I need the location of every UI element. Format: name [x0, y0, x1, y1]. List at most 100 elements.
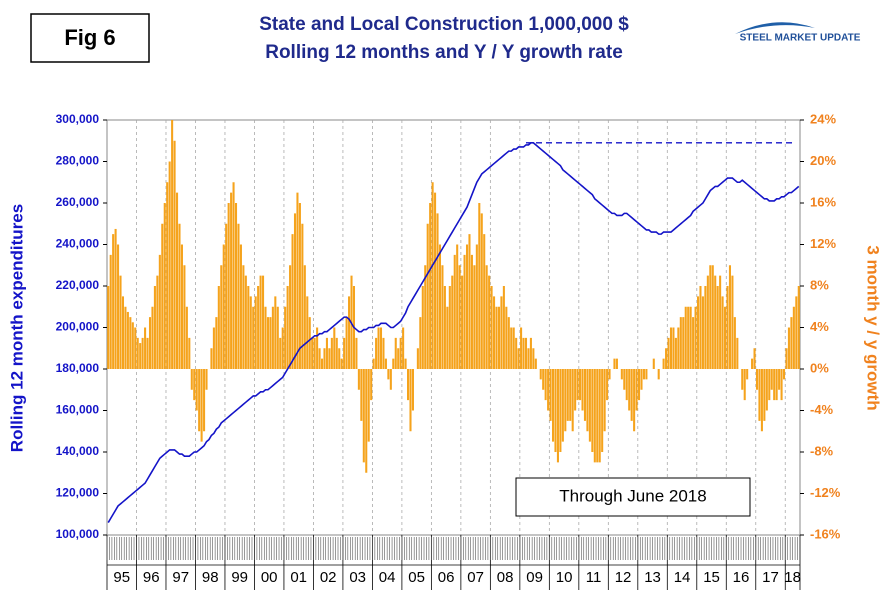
- bar: [239, 244, 242, 369]
- bar: [657, 369, 660, 380]
- bar: [569, 369, 572, 421]
- bar: [404, 358, 407, 369]
- bar: [161, 223, 164, 369]
- bar: [252, 306, 255, 369]
- x-tick-label: 07: [467, 569, 484, 586]
- bar: [724, 306, 727, 369]
- bar: [716, 286, 719, 369]
- bar: [232, 182, 235, 369]
- bar: [436, 213, 439, 369]
- bar: [119, 275, 122, 369]
- bar: [453, 254, 456, 369]
- y2-tick-label: 16%: [810, 194, 836, 209]
- bar: [168, 161, 171, 369]
- bar: [308, 317, 311, 369]
- y2-tick-label: 8%: [810, 277, 829, 292]
- bar: [114, 228, 117, 369]
- bar: [426, 223, 429, 369]
- bar: [640, 369, 643, 390]
- bar: [153, 286, 156, 369]
- bar: [728, 265, 731, 369]
- bar: [375, 337, 378, 369]
- bar: [203, 369, 206, 432]
- x-tick-label: 10: [556, 569, 573, 586]
- bar: [448, 286, 451, 369]
- bar: [701, 296, 704, 369]
- bar: [158, 254, 161, 369]
- bar: [709, 265, 712, 369]
- bar: [480, 213, 483, 369]
- bar: [551, 369, 555, 442]
- bar: [311, 337, 314, 369]
- bar: [141, 337, 144, 369]
- bar: [301, 223, 304, 369]
- x-tick-label: 09: [526, 569, 543, 586]
- bar: [451, 275, 454, 369]
- y-tick-label: 140,000: [56, 444, 100, 458]
- bar: [542, 369, 545, 390]
- bar: [443, 286, 446, 369]
- bar: [753, 348, 756, 369]
- bar: [726, 286, 729, 369]
- x-tick-label: 05: [408, 569, 425, 586]
- bar: [721, 296, 724, 369]
- x-tick-label: 11: [586, 569, 602, 586]
- bar: [465, 244, 469, 369]
- bar: [407, 369, 410, 401]
- bar: [763, 369, 766, 421]
- bar: [180, 244, 183, 369]
- bar: [517, 348, 520, 369]
- bar: [254, 296, 257, 369]
- bar: [645, 369, 648, 380]
- bar: [478, 203, 481, 369]
- bar: [765, 369, 768, 411]
- bar: [623, 369, 626, 390]
- bar: [148, 317, 152, 369]
- bar: [409, 369, 412, 432]
- bar: [790, 317, 793, 369]
- bar: [136, 337, 139, 369]
- bar: [139, 343, 142, 369]
- bar: [397, 348, 400, 369]
- bar: [225, 223, 228, 369]
- bar: [787, 327, 790, 369]
- bar: [606, 369, 609, 401]
- bar: [628, 369, 631, 411]
- bar: [524, 337, 528, 369]
- bar: [424, 265, 427, 369]
- bar: [264, 306, 267, 369]
- bar: [291, 234, 294, 369]
- y2-tick-label: 4%: [810, 319, 829, 334]
- bar: [402, 327, 405, 369]
- y-tick-label: 160,000: [56, 403, 100, 417]
- bar: [348, 296, 351, 369]
- y2-tick-label: 24%: [810, 111, 836, 126]
- bar: [635, 369, 638, 411]
- bar: [230, 192, 233, 369]
- bar: [200, 369, 203, 442]
- bar: [520, 327, 523, 369]
- bar: [591, 369, 594, 452]
- bar: [316, 327, 319, 369]
- bar: [286, 286, 289, 369]
- x-tick-label: 06: [438, 569, 455, 586]
- bar: [470, 254, 473, 369]
- bar: [205, 369, 208, 390]
- bar: [500, 296, 503, 369]
- bar: [515, 337, 518, 369]
- bar: [564, 369, 567, 432]
- bar: [320, 358, 324, 369]
- bar: [328, 348, 331, 369]
- bar: [495, 306, 498, 369]
- y2-tick-label: -16%: [810, 526, 841, 541]
- bar: [222, 244, 225, 369]
- bar: [318, 348, 321, 369]
- bar: [667, 337, 670, 369]
- bar: [706, 275, 709, 369]
- bar: [652, 358, 655, 369]
- bar: [775, 369, 778, 401]
- bar: [665, 348, 668, 369]
- bar: [534, 358, 537, 369]
- x-tick-label: 13: [644, 569, 661, 586]
